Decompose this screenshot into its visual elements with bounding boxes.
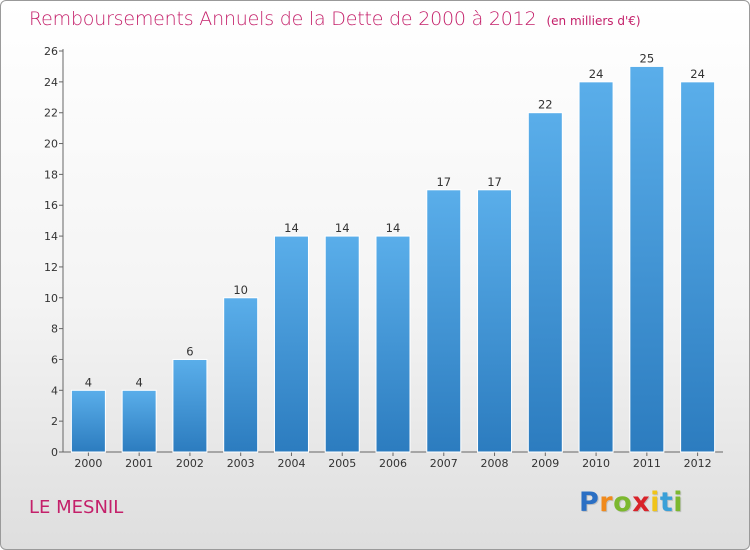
y-tick-label: 6 (51, 353, 58, 366)
y-tick-label: 20 (44, 138, 58, 151)
logo-letter: P (579, 487, 600, 518)
data-label-2008: 17 (487, 175, 502, 189)
y-tick-label: 18 (44, 168, 58, 181)
data-label-2006: 14 (386, 221, 401, 235)
x-tick-label-2002: 2002 (176, 457, 204, 470)
bar-2001 (121, 389, 157, 453)
bar-2009 (527, 112, 563, 453)
x-tick-label-2008: 2008 (481, 457, 509, 470)
x-tick-label-2004: 2004 (277, 457, 305, 470)
x-tick-label-2009: 2009 (531, 457, 559, 470)
data-label-2003: 10 (233, 283, 248, 297)
y-tick-label: 4 (51, 384, 58, 397)
logo-letter: t (659, 487, 674, 518)
x-tick-label-2005: 2005 (328, 457, 356, 470)
data-label-2001: 4 (135, 375, 142, 389)
chart-title-block: Remboursements Annuels de la Dette de 20… (29, 8, 641, 30)
data-label-2009: 22 (538, 98, 553, 112)
data-label-2010: 24 (589, 67, 604, 81)
x-tick-label-2003: 2003 (227, 457, 255, 470)
y-tick-label: 2 (51, 415, 58, 428)
logo-letter: r (599, 487, 614, 518)
y-tick-label: 16 (44, 199, 58, 212)
logo-letter: o (613, 487, 633, 518)
bar-2004 (273, 235, 309, 453)
bar-2000 (70, 389, 106, 453)
x-tick-label-2007: 2007 (430, 457, 458, 470)
x-tick-label-2000: 2000 (74, 457, 102, 470)
x-tick-label-2010: 2010 (582, 457, 610, 470)
data-label-2000: 4 (85, 375, 92, 389)
data-label-2007: 17 (436, 175, 451, 189)
chart-unit-note: (en milliers d'€) (546, 14, 641, 28)
chart-title: Remboursements Annuels de la Dette de 20… (29, 8, 537, 30)
y-tick-label: 22 (44, 107, 58, 120)
data-label-2005: 14 (335, 221, 350, 235)
bar-2005 (324, 235, 360, 453)
data-label-2012: 24 (690, 67, 705, 81)
logo-letter: i (650, 487, 660, 518)
x-tick-label-2006: 2006 (379, 457, 407, 470)
data-label-2004: 14 (284, 221, 299, 235)
bar-2002 (172, 358, 208, 453)
bar-2007 (426, 189, 462, 453)
bar-2008 (477, 189, 513, 453)
bar-2010 (578, 81, 614, 453)
y-tick-label: 10 (44, 292, 58, 305)
y-tick-label: 8 (51, 323, 58, 336)
data-label-2002: 6 (186, 344, 193, 358)
logo-letter: i (673, 487, 684, 518)
y-tick-label: 24 (44, 76, 58, 89)
x-tick-label-2011: 2011 (633, 457, 661, 470)
y-tick-label: 0 (51, 446, 58, 459)
y-tick-label: 26 (44, 45, 58, 58)
bar-2011 (629, 65, 665, 453)
proxiti-logo: Proxiti (579, 487, 683, 518)
data-label-2011: 25 (640, 51, 655, 65)
logo-letter: x (632, 487, 651, 518)
bar-2003 (223, 297, 259, 453)
x-tick-label-2012: 2012 (684, 457, 712, 470)
y-tick-label: 14 (44, 230, 58, 243)
commune-name: LE MESNIL (29, 497, 124, 518)
y-tick-label: 12 (44, 261, 58, 274)
x-tick-label-2001: 2001 (125, 457, 153, 470)
bar-2006 (375, 235, 411, 453)
bar-2012 (680, 81, 716, 453)
